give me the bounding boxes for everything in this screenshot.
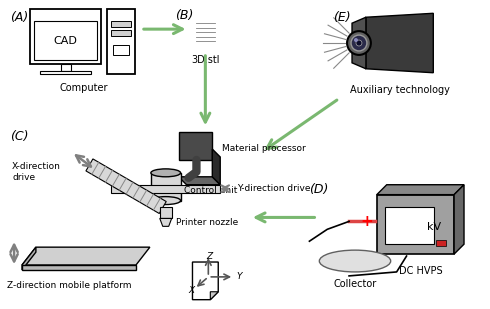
Text: (E): (E) <box>333 11 351 24</box>
Text: Y: Y <box>236 273 242 281</box>
Ellipse shape <box>151 169 181 177</box>
Text: CAD: CAD <box>54 36 77 45</box>
Text: (B): (B) <box>174 9 193 22</box>
Bar <box>178 132 212 160</box>
Polygon shape <box>377 185 464 195</box>
Text: X-direction
drive: X-direction drive <box>12 162 61 182</box>
Bar <box>111 21 131 27</box>
Polygon shape <box>86 159 166 214</box>
Ellipse shape <box>151 197 181 205</box>
Polygon shape <box>212 149 220 185</box>
Polygon shape <box>352 17 366 69</box>
Polygon shape <box>193 262 218 300</box>
Circle shape <box>351 35 367 51</box>
Text: (C): (C) <box>10 130 28 143</box>
Polygon shape <box>22 247 36 270</box>
Text: 3D.stl: 3D.stl <box>191 55 220 65</box>
Bar <box>61 64 71 71</box>
Bar <box>377 195 454 254</box>
Text: Control unit: Control unit <box>184 186 237 195</box>
Bar <box>385 206 434 244</box>
Text: +: + <box>360 214 373 229</box>
Polygon shape <box>454 185 464 254</box>
Circle shape <box>356 40 362 46</box>
Bar <box>436 240 446 246</box>
Text: Printer nozzle: Printer nozzle <box>175 218 238 227</box>
Polygon shape <box>22 247 150 265</box>
Bar <box>30 9 101 64</box>
Text: DC HVPS: DC HVPS <box>398 266 442 276</box>
Text: Z-direction mobile platform: Z-direction mobile platform <box>7 281 132 290</box>
Text: Y-direction drive: Y-direction drive <box>237 184 311 193</box>
Bar <box>111 185 220 193</box>
Polygon shape <box>210 292 218 300</box>
Bar <box>34 21 98 60</box>
Bar <box>107 9 135 74</box>
Text: Computer: Computer <box>59 83 108 93</box>
Text: Material processor: Material processor <box>222 144 306 153</box>
Polygon shape <box>178 177 220 185</box>
Ellipse shape <box>319 250 391 272</box>
Text: Z: Z <box>206 252 212 261</box>
Polygon shape <box>160 218 172 226</box>
Circle shape <box>347 31 371 55</box>
Text: Collector: Collector <box>333 279 377 289</box>
Circle shape <box>354 38 358 42</box>
Text: kV: kV <box>427 222 441 232</box>
Polygon shape <box>22 265 136 270</box>
Text: Auxiliary technology: Auxiliary technology <box>350 85 449 95</box>
Bar <box>160 206 172 218</box>
Bar <box>151 173 181 201</box>
Text: (D): (D) <box>309 183 329 196</box>
Bar <box>111 30 131 36</box>
Bar <box>40 71 92 74</box>
Bar <box>113 45 129 55</box>
Polygon shape <box>366 13 433 73</box>
Text: X: X <box>189 286 195 295</box>
Text: (A): (A) <box>10 11 28 24</box>
